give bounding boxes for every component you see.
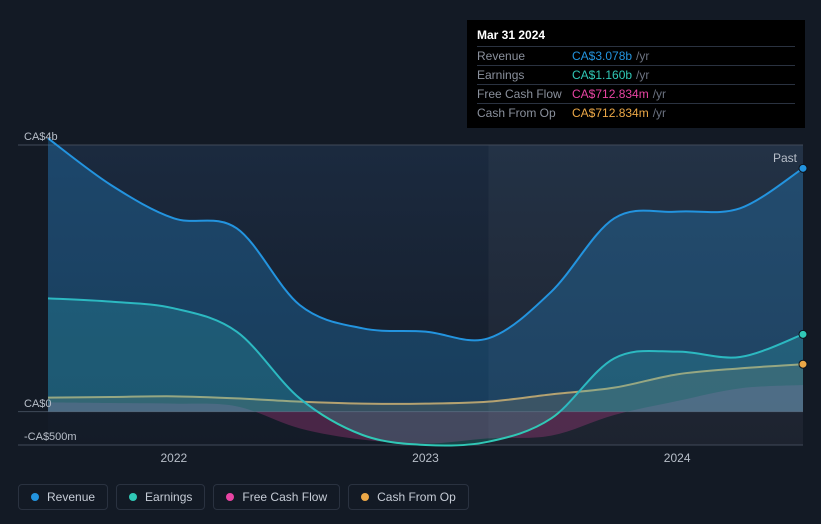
legend-item[interactable]: Free Cash Flow xyxy=(213,484,340,510)
legend-label: Free Cash Flow xyxy=(242,490,327,504)
legend-label: Revenue xyxy=(47,490,95,504)
x-tick-label: 2023 xyxy=(412,451,439,465)
x-tick-label: 2024 xyxy=(664,451,691,465)
past-label: Past xyxy=(773,151,797,165)
area-chart xyxy=(0,0,821,524)
legend-dot-icon xyxy=(226,493,234,501)
legend-item[interactable]: Earnings xyxy=(116,484,205,510)
chart-container: Mar 31 2024 RevenueCA$3.078b/yrEarningsC… xyxy=(0,0,821,524)
legend-label: Earnings xyxy=(145,490,192,504)
legend-dot-icon xyxy=(361,493,369,501)
legend-item[interactable]: Revenue xyxy=(18,484,108,510)
legend-dot-icon xyxy=(31,493,39,501)
legend-item[interactable]: Cash From Op xyxy=(348,484,469,510)
legend-label: Cash From Op xyxy=(377,490,456,504)
legend-dot-icon xyxy=(129,493,137,501)
legend: Revenue Earnings Free Cash Flow Cash From O… xyxy=(18,484,469,510)
x-tick-label: 2022 xyxy=(160,451,187,465)
y-tick-label: CA$0 xyxy=(24,398,52,410)
y-tick-label: CA$4b xyxy=(24,131,58,143)
y-tick-label: -CA$500m xyxy=(24,431,77,443)
